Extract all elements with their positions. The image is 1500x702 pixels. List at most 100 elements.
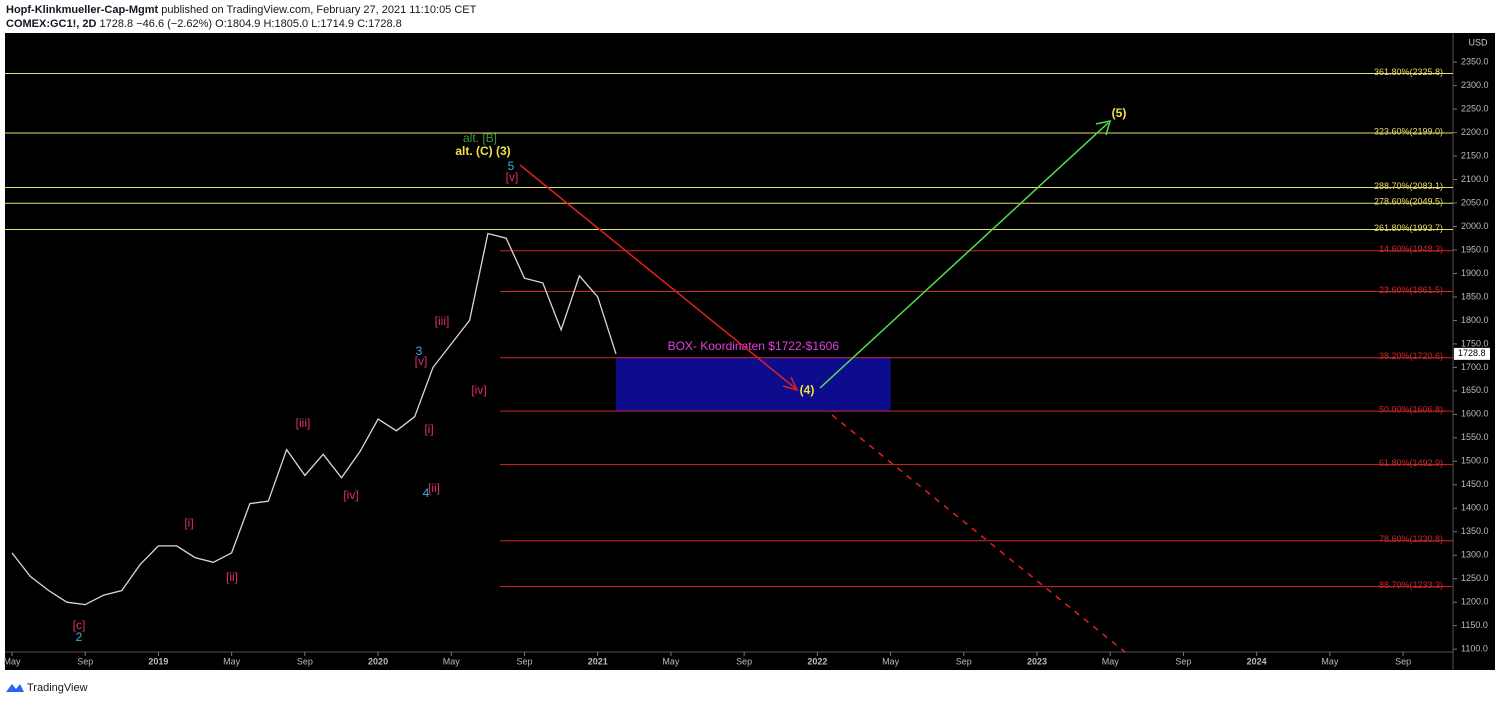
x-tick-label: Sep	[736, 656, 752, 666]
dashed-projection	[831, 414, 1126, 653]
fib-level-label: 88.70%(1233.3)	[1379, 580, 1443, 590]
x-tick-label: Sep	[297, 656, 313, 666]
wave-label: [i]	[424, 422, 433, 436]
last: 1728.8	[99, 18, 134, 30]
wave-label: [iii]	[435, 314, 450, 328]
y-tick-label: 1100.0	[1461, 644, 1488, 654]
wave-label: [v]	[415, 354, 428, 368]
close: C:1728.8	[357, 18, 402, 30]
header-line: Hopf-Klinkmueller-Cap-Mgmt published on …	[6, 4, 476, 16]
y-tick-label: 1350.0	[1461, 526, 1489, 536]
x-tick-label: May	[1102, 656, 1120, 666]
wave-label: 5	[508, 159, 515, 173]
wave-label: (5)	[1112, 106, 1127, 120]
y-tick-label: 1700.0	[1461, 362, 1489, 372]
box-label: BOX- Koordinaten $1722-$1606	[668, 339, 840, 353]
open: O:1804.9	[215, 18, 261, 30]
fib-level-label: 50.00%(1606.8)	[1379, 405, 1443, 415]
y-tick-label: 1650.0	[1461, 385, 1489, 395]
y-tick-label: 1500.0	[1461, 456, 1489, 466]
y-tick-label: 1250.0	[1461, 573, 1489, 583]
wave-label: [ii]	[226, 570, 238, 584]
logo	[6, 684, 24, 692]
change: −46.6 (−2.62%)	[136, 18, 213, 30]
x-tick-label: Sep	[1175, 656, 1191, 666]
y-tick-label: 2050.0	[1461, 197, 1489, 207]
x-tick-label: May	[662, 656, 680, 666]
y-tick-label: 1150.0	[1461, 620, 1488, 630]
x-tick-label: 2019	[148, 656, 168, 666]
wave-label: [ii]	[428, 481, 440, 495]
last-price-tag	[1454, 347, 1490, 360]
x-tick-label: 2020	[368, 656, 388, 666]
arrow-head	[1095, 120, 1112, 136]
y-tick-label: 1600.0	[1461, 409, 1489, 419]
y-tick-label: 1450.0	[1461, 479, 1489, 489]
wave-label: 2	[76, 630, 83, 644]
y-tick-label: 1800.0	[1461, 315, 1489, 325]
x-tick-label: 2022	[807, 656, 827, 666]
x-tick-label: 2024	[1247, 656, 1267, 666]
y-tick-label: 1400.0	[1461, 503, 1489, 513]
y-tick-label: 1300.0	[1461, 550, 1489, 560]
x-tick-label: Sep	[77, 656, 93, 666]
wave-label: alt. [B]	[463, 131, 497, 145]
wave-label: 3	[416, 344, 423, 358]
fib-level-label: 261.80%(1993.7)	[1374, 223, 1443, 233]
wave-label: [i]	[184, 516, 193, 530]
x-tick-label: Sep	[516, 656, 532, 666]
y-tick-label: 1200.0	[1461, 597, 1489, 607]
y-tick-label: 2150.0	[1461, 150, 1489, 160]
wave-label: [iii]	[296, 416, 311, 430]
x-tick-label: May	[882, 656, 900, 666]
y-tick-label: 1900.0	[1461, 268, 1489, 278]
y-tick-label: 1550.0	[1461, 432, 1489, 442]
low: L:1714.9	[311, 18, 355, 30]
brand: TradingView	[27, 682, 88, 694]
fib-level-label: 61.80%(1492.9)	[1379, 458, 1443, 468]
price-line	[11, 232, 617, 606]
fib-level-label: 14.60%(1948.3)	[1379, 244, 1443, 254]
wave-label: [iv]	[471, 383, 486, 397]
fib-level-label: 278.60%(2049.5)	[1374, 197, 1443, 207]
wave-label: [c]	[73, 618, 86, 632]
x-tick-label: Sep	[956, 656, 972, 666]
fib-level-label: 323.60%(2199.0)	[1374, 126, 1443, 136]
x-tick-label: May	[3, 656, 21, 666]
fib-level-label: 288.70%(2083.1)	[1374, 181, 1443, 191]
x-tick-label: 2021	[588, 656, 608, 666]
wave-label: (4)	[800, 383, 815, 397]
wave-label: [iv]	[343, 488, 358, 502]
y-tick-label: 2100.0	[1461, 174, 1489, 184]
y-tick-label: 2250.0	[1461, 103, 1489, 113]
published: published on TradingView.com, February 2…	[161, 4, 477, 16]
wave-label: alt. (C) (3)	[455, 144, 510, 158]
x-tick-label: May	[443, 656, 461, 666]
fib-level-label: 23.60%(1861.5)	[1379, 285, 1443, 295]
x-tick-label: May	[223, 656, 241, 666]
author: Hopf-Klinkmueller-Cap-Mgmt	[6, 4, 159, 16]
y-tick-label: 2000.0	[1461, 221, 1489, 231]
wave-label: 4	[423, 486, 430, 500]
x-tick-label: May	[1321, 656, 1339, 666]
symbol-line: COMEX:GC1!, 2D 1728.8 −46.6 (−2.62%) O:1…	[6, 18, 402, 30]
fib-level-label: 38.20%(1720.6)	[1379, 351, 1443, 361]
x-tick-label: 2023	[1027, 656, 1047, 666]
y-tick-label: 2300.0	[1461, 80, 1489, 90]
target-box	[616, 357, 891, 412]
y-tick-label: 2200.0	[1461, 127, 1489, 137]
wave-label: [v]	[506, 170, 519, 184]
arrow-down	[519, 164, 796, 389]
y-tick-label: 2350.0	[1461, 56, 1489, 66]
fib-level-label: 78.60%(1330.8)	[1379, 534, 1443, 544]
y-tick-label: 1950.0	[1461, 244, 1489, 254]
arrow-head	[782, 376, 799, 392]
x-tick-label: Sep	[1395, 656, 1411, 666]
symbol: COMEX:GC1!, 2D	[6, 18, 97, 30]
y-tick-label: 1750.0	[1461, 338, 1489, 348]
arrow-up	[819, 122, 1109, 389]
last-price-label: 1728.8	[1458, 348, 1486, 358]
fib-level-label: 361.80%(2325.8)	[1374, 67, 1443, 77]
